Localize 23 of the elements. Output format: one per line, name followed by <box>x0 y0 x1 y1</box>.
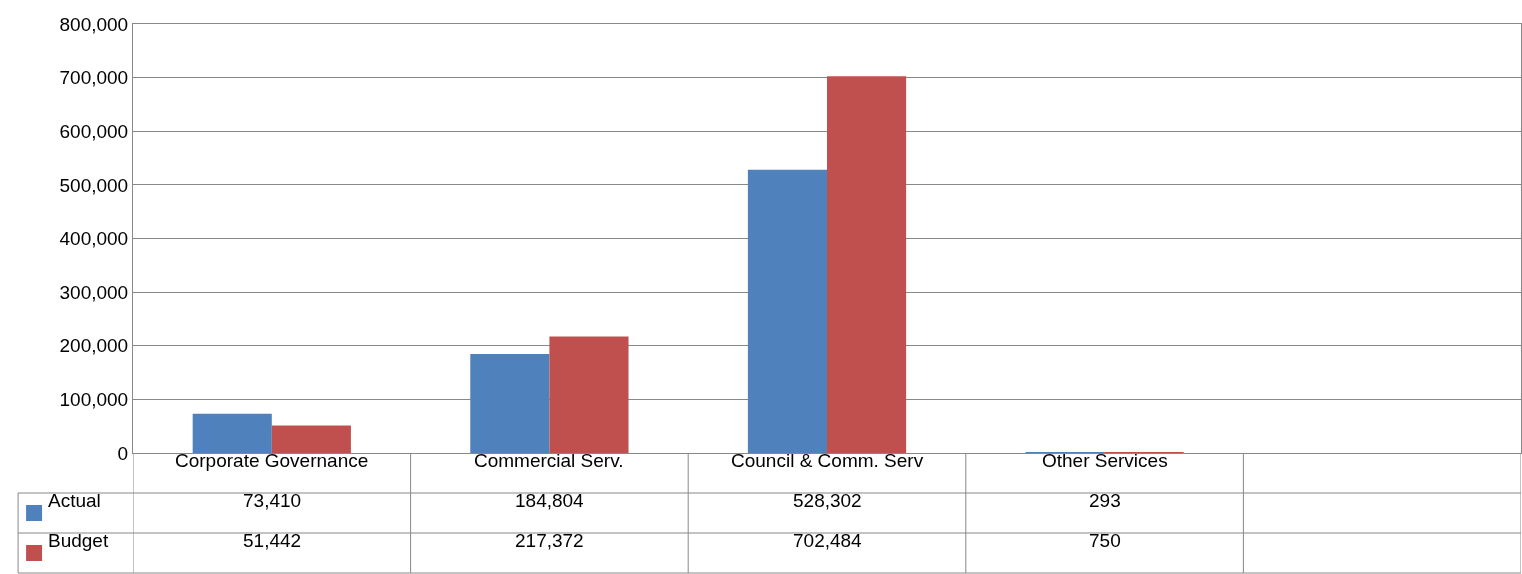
y-tick-label: 100,000 <box>59 389 129 411</box>
y-tick-label: 800,000 <box>59 13 129 35</box>
x-tick-label: Commercial Serv. <box>474 450 624 471</box>
y-tick-label: 700,000 <box>59 67 129 89</box>
y-tick-label: 0 <box>117 442 129 464</box>
data-label: 51,442 <box>243 530 302 551</box>
data-label: 184,804 <box>515 490 585 511</box>
data-label: 73,410 <box>243 490 302 511</box>
x-tick-label: Other Services <box>1042 450 1168 471</box>
y-tick-label: 500,000 <box>59 174 129 196</box>
x-tick-label: Council & Comm. Serv <box>731 450 924 471</box>
y-tick-label: 200,000 <box>59 335 129 357</box>
data-label: 750 <box>1089 530 1121 551</box>
y-tick-label: 400,000 <box>59 228 129 250</box>
y-tick-label: 600,000 <box>59 120 129 142</box>
legend-label: Budget <box>48 530 109 551</box>
data-label: 293 <box>1089 490 1121 511</box>
data-label: 702,484 <box>793 530 863 551</box>
x-tick-label: Corporate Governance <box>175 450 369 471</box>
y-tick-label: 300,000 <box>59 281 129 303</box>
legend-label: Actual <box>48 490 101 511</box>
data-label: 217,372 <box>515 530 584 551</box>
data-label: 528,302 <box>793 490 862 511</box>
